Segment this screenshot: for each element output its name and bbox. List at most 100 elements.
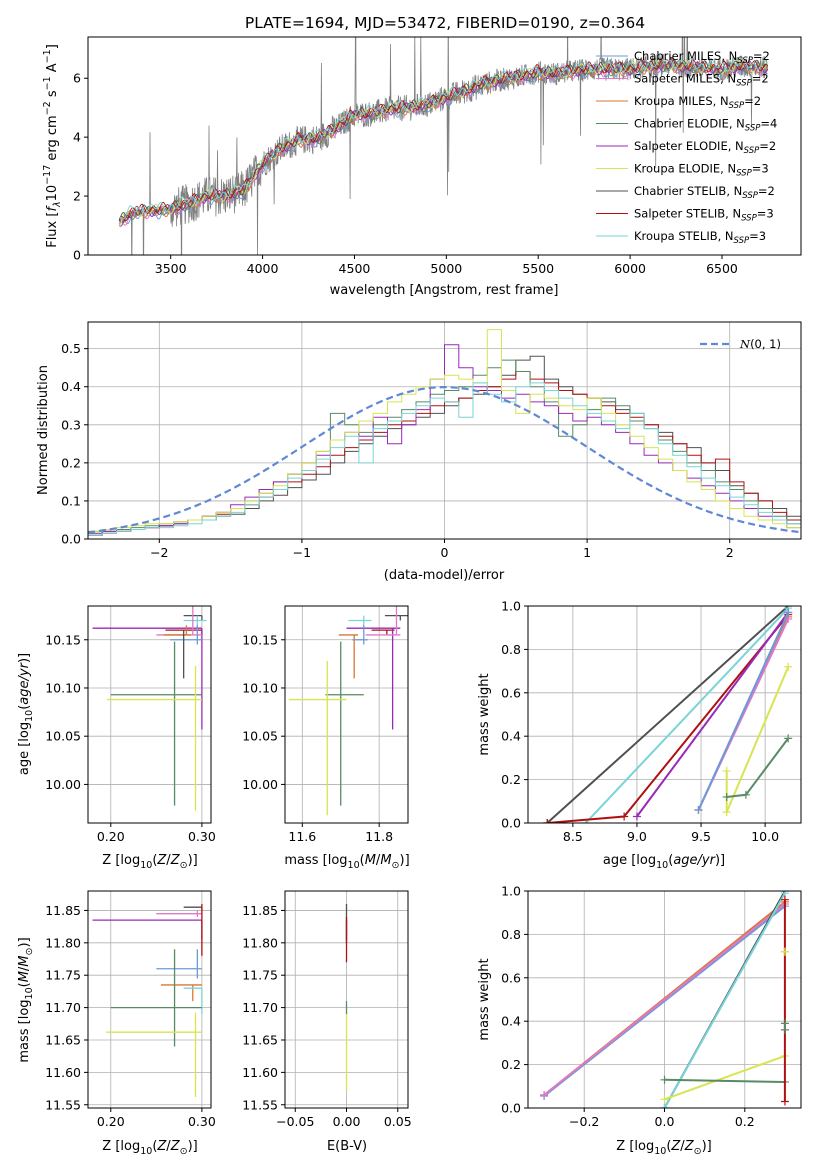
- x-tick-label: 4000: [247, 261, 279, 276]
- y-tick-label: 11.65: [242, 1032, 278, 1047]
- mass-weight-line: [543, 903, 786, 1096]
- y-tick-label: 0.2: [61, 455, 81, 470]
- mass-vs-z-panel: 0.20 0.30 11.55 11.60 11.65 11.70 11.75 11.80 11…: [17, 890, 216, 1157]
- y-tick-label: 0.0: [61, 532, 81, 547]
- plot-area: [118, 37, 769, 255]
- x-axis-label: (data-model)/error: [384, 568, 505, 583]
- x-tick-label: 11.8: [365, 829, 393, 844]
- x-axis-label: Z [log10(Z/Z⊙)]: [102, 853, 197, 871]
- age-vs-z-panel: 0.20 0.30 10.00 10.05 10.10 10.15 Z [log10(Z/Z…: [17, 605, 216, 871]
- x-tick-label: 0.00: [333, 1114, 361, 1129]
- data-point-marker: [784, 608, 793, 617]
- y-tick-label: 0.3: [61, 417, 81, 432]
- y-tick-label: 1.0: [501, 599, 521, 614]
- x-tick-label: 9.5: [691, 829, 711, 844]
- y-tick-label: 11.70: [45, 1000, 81, 1015]
- y-tick-label: 11.60: [45, 1065, 81, 1080]
- residuals-panel: −2 −1 0 1 2 0.0 0.1 0.2 0.3 0.4 0.5 N(0, 1) (data-mo…: [36, 321, 802, 583]
- plot-area: [543, 606, 793, 823]
- x-tick-label: 8.5: [563, 829, 583, 844]
- data-point-marker: [784, 734, 793, 743]
- data-point-marker: [694, 805, 703, 814]
- y-axis-label: mass weight: [477, 958, 492, 1040]
- legend-label: Chabrier ELODIE, NSSP=4: [634, 117, 777, 134]
- data-point-marker: [620, 812, 629, 821]
- y-axis-label: Flux [fλ10−17 erg cm−2 s−1 A−1]: [42, 44, 63, 248]
- y-tick-label: 10.10: [242, 680, 278, 695]
- y-tick-label: 0.6: [501, 970, 521, 985]
- normal-curve-line: [88, 385, 801, 534]
- y-tick-label: 0.6: [501, 685, 521, 700]
- data-point-marker: [780, 895, 789, 904]
- x-tick-label: 5000: [430, 261, 462, 276]
- mass-weight-line: [697, 612, 790, 811]
- y-tick-label: 1.0: [501, 884, 521, 899]
- age-vs-mass-panel: 11.6 11.8 10.00 10.05 10.10 10.15 mass [log10(…: [242, 605, 410, 871]
- axes-frame: [87, 605, 212, 824]
- y-tick-label: 0.1: [61, 493, 81, 508]
- data-point-marker: [722, 808, 731, 817]
- weight-vs-age-panel: 8.5 9.0 9.5 10.0 0.0 0.2 0.4 0.6 0.8 1.0 mass weig…: [477, 599, 802, 871]
- data-point-marker: [784, 662, 793, 671]
- y-tick-label: 0.8: [501, 642, 521, 657]
- x-tick-label: −2: [150, 545, 168, 560]
- y-axis-label: mass weight: [477, 673, 492, 755]
- y-tick-label: 6: [73, 71, 81, 86]
- x-tick-label: 10.0: [751, 829, 779, 844]
- y-tick-label: 11.65: [45, 1032, 81, 1047]
- legend-label: Salpeter ELODIE, NSSP=2: [634, 139, 776, 156]
- data-point-marker: [722, 792, 731, 801]
- axes-frame: [87, 890, 212, 1109]
- legend-label: Salpeter MILES, NSSP=2: [634, 72, 769, 89]
- x-tick-label: 3500: [155, 261, 187, 276]
- x-tick-label: −1: [293, 545, 311, 560]
- data-point-marker: [540, 1090, 549, 1099]
- y-axis-label: Normed distribution: [36, 365, 51, 495]
- data-point-marker: [722, 766, 731, 775]
- plot-area: [88, 329, 801, 539]
- y-tick-label: 10.05: [242, 729, 278, 744]
- x-axis-label: age [log10(age/yr)]: [603, 853, 725, 871]
- x-tick-label: −0.2: [569, 1114, 599, 1129]
- mass-weight-line: [546, 606, 789, 823]
- legend-label: Chabrier MILES, NSSP=2: [634, 49, 770, 66]
- y-tick-label: 10.15: [45, 632, 81, 647]
- mass-weight-line: [636, 611, 790, 818]
- figure-title: PLATE=1694, MJD=53472, FIBERID=0190, z=0…: [245, 14, 645, 32]
- data-point-marker: [741, 790, 750, 799]
- y-tick-label: 0.2: [501, 1057, 521, 1072]
- model-spectrum-line: [118, 59, 769, 227]
- data-point-marker: [660, 1104, 669, 1108]
- mass-weight-line: [663, 892, 786, 1108]
- x-tick-label: 0.2: [735, 1114, 755, 1129]
- x-tick-label: 0.20: [97, 1114, 125, 1129]
- x-tick-label: 0.30: [188, 829, 216, 844]
- x-tick-label: 1: [583, 545, 591, 560]
- legend-label: Chabrier STELIB, NSSP=2: [634, 184, 775, 201]
- x-tick-label: 9.0: [627, 829, 647, 844]
- mass-weight-line: [664, 1078, 785, 1083]
- weight-vs-z-panel: −0.2 0.0 0.2 0.0 0.2 0.4 0.6 0.8 1.0 mass weight Z…: [477, 884, 802, 1157]
- histogram-step-line: [88, 329, 801, 539]
- y-tick-label: 11.70: [242, 1000, 278, 1015]
- y-tick-label: 11.55: [242, 1097, 278, 1112]
- y-tick-label: 2: [73, 189, 81, 204]
- x-tick-label: 4500: [339, 261, 371, 276]
- data-point-marker: [780, 1019, 789, 1028]
- plot-area: [92, 606, 207, 811]
- y-tick-label: 10.05: [45, 729, 81, 744]
- legend-label: Kroupa STELIB, NSSP=3: [634, 229, 766, 246]
- y-tick-label: 0.0: [501, 816, 521, 831]
- mass-weight-line: [543, 905, 786, 1097]
- x-axis-label: mass [log10(M/M⊙)]: [284, 853, 409, 871]
- histogram-step-line: [88, 382, 801, 539]
- axes-frame: [87, 36, 802, 256]
- x-axis-label: Z [log10(Z/Z⊙)]: [616, 1139, 711, 1157]
- data-point-marker: [660, 1095, 669, 1104]
- axes-frame: [284, 605, 409, 824]
- x-tick-label: 5500: [522, 261, 554, 276]
- x-tick-label: 0.30: [188, 1114, 216, 1129]
- legend-label: Salpeter STELIB, NSSP=3: [634, 207, 774, 224]
- x-tick-label: 0.0: [655, 1114, 675, 1129]
